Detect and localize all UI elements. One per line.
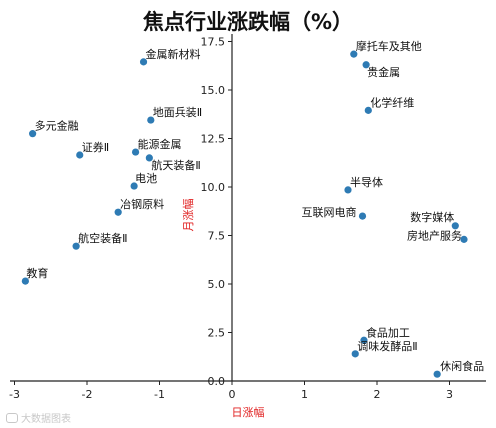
y-tick-label: 7.5 (208, 230, 226, 243)
point-label: 数字媒体 (410, 210, 454, 224)
y-tick-label: 15.0 (201, 84, 226, 97)
x-tick-label: -1 (154, 388, 165, 401)
scatter-point (114, 208, 122, 216)
y-tick-label: 12.5 (201, 133, 226, 146)
scatter-point (460, 235, 468, 243)
x-tick-label: -3 (9, 388, 20, 401)
point-label: 调味发酵品Ⅱ (357, 339, 417, 353)
point-label: 贵金属 (367, 65, 400, 79)
x-axis-title: 日涨幅 (232, 406, 265, 419)
x-tick-label: 0 (229, 388, 236, 401)
watermark-text: 大数据图表 (21, 414, 71, 425)
point-label: 多元金融 (35, 119, 79, 133)
point-label: 半导体 (350, 175, 383, 189)
scatter-point (350, 50, 358, 58)
scatter-point (21, 277, 29, 285)
scatter-point (72, 242, 80, 250)
point-label: 食品加工 (366, 325, 410, 339)
point-label: 证券Ⅱ (82, 140, 109, 154)
watermark: 大数据图表 (6, 410, 71, 425)
scatter-point (131, 148, 140, 156)
point-label: 能源金属 (138, 137, 182, 151)
watermark-logo-icon (6, 412, 18, 423)
point-label: 化学纤维 (370, 95, 414, 109)
x-tick-label: 2 (374, 388, 381, 401)
scatter-point (364, 106, 372, 114)
scatter-point (362, 61, 370, 69)
y-tick-label: 10.0 (201, 181, 226, 194)
point-label: 休闲食品 (440, 359, 484, 373)
point-label: 房地产服务 (407, 228, 462, 242)
chart-title: 焦点行业涨跌幅（%） (142, 10, 354, 34)
x-tick-label: -2 (82, 388, 93, 401)
y-tick-label: 2.5 (208, 327, 226, 340)
point-label: 地面兵装Ⅱ (153, 106, 202, 119)
scatter-point (358, 212, 367, 220)
x-tick-label: 1 (301, 388, 308, 401)
scatter-point (351, 350, 359, 358)
scatter-point (360, 336, 368, 344)
point-label: 航空装备Ⅱ (78, 231, 127, 245)
scatter-point (130, 182, 138, 190)
y-tick-label: 17.5 (201, 36, 226, 49)
scatter-point (76, 151, 84, 159)
point-label: 航天装备Ⅱ (151, 158, 200, 172)
point-label: 冶钢原料 (120, 197, 164, 211)
scatter-point (451, 222, 459, 230)
scatter-point (147, 116, 155, 124)
point-label: 互联网电商 (302, 205, 357, 219)
point-label: 电池 (135, 172, 157, 185)
y-tick-label: 0.0 (208, 375, 226, 388)
scatter-point (139, 58, 148, 66)
scatter-point (344, 186, 352, 194)
point-label: 摩托车及其他 (356, 39, 422, 53)
x-tick-label: 3 (446, 388, 453, 401)
y-axis-title: 月涨幅 (182, 199, 195, 232)
scatter-point (433, 370, 441, 378)
y-tick-label: 5.0 (208, 278, 226, 291)
scatter-point (145, 154, 153, 162)
point-label: 金属新材料 (146, 47, 201, 61)
point-label: 教育 (26, 266, 48, 280)
scatter-point (29, 130, 37, 138)
